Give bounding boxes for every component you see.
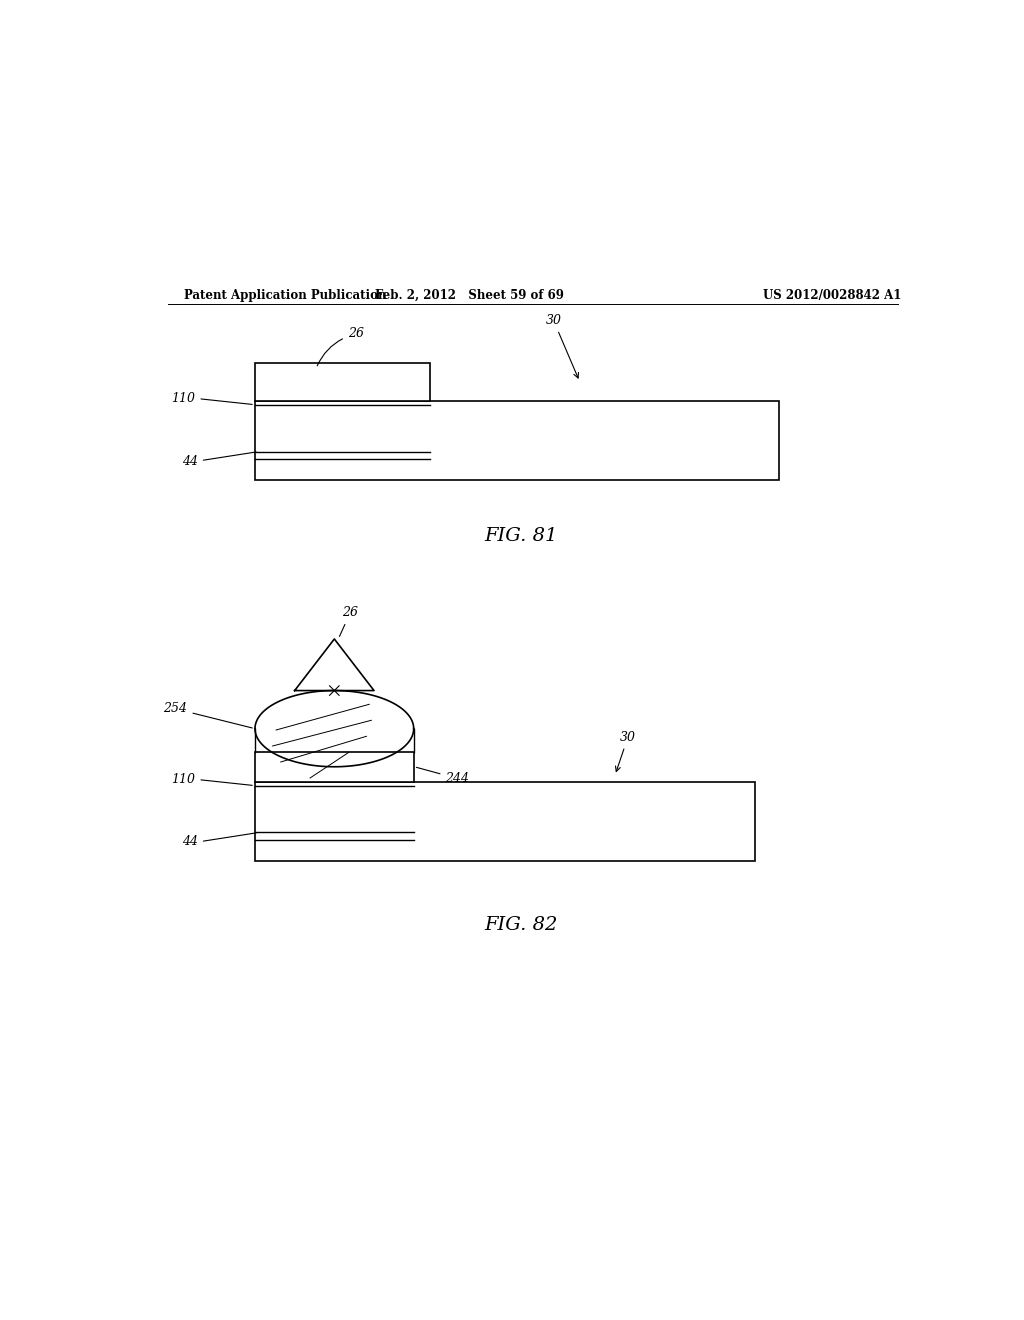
Text: 110: 110 [171, 392, 252, 405]
Text: 110: 110 [171, 772, 252, 785]
Text: 44: 44 [182, 451, 256, 467]
Text: 26: 26 [339, 606, 358, 636]
Text: Feb. 2, 2012   Sheet 59 of 69: Feb. 2, 2012 Sheet 59 of 69 [375, 289, 563, 302]
Bar [255, 363, 430, 401]
Text: 30: 30 [615, 730, 636, 771]
Text: US 2012/0028842 A1: US 2012/0028842 A1 [763, 289, 901, 302]
Text: 44: 44 [182, 833, 256, 849]
Text: 30: 30 [546, 314, 579, 378]
Text: 254: 254 [164, 702, 252, 729]
Bar [255, 781, 755, 861]
Text: 26: 26 [317, 327, 364, 366]
Text: 244: 244 [417, 767, 469, 785]
Text: Patent Application Publication: Patent Application Publication [183, 289, 386, 302]
Text: FIG. 81: FIG. 81 [484, 527, 557, 545]
Bar [255, 751, 414, 781]
Bar [255, 401, 779, 480]
Text: FIG. 82: FIG. 82 [484, 916, 557, 933]
